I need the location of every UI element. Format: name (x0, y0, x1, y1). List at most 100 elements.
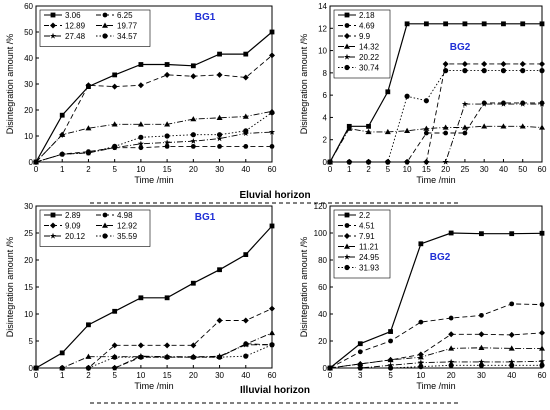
data-point (111, 121, 118, 127)
y-tick-label: 0 (323, 364, 328, 373)
data-point (520, 68, 526, 74)
data-point (385, 89, 391, 95)
data-point (243, 128, 249, 134)
data-point (137, 342, 144, 349)
data-point (216, 317, 223, 324)
x-tick-label: 1 (60, 371, 65, 380)
data-point (539, 329, 545, 336)
data-point (478, 358, 485, 365)
data-point (508, 345, 515, 351)
data-point (216, 114, 223, 120)
data-point (243, 51, 249, 57)
series-line (35, 55, 273, 163)
data-point (242, 341, 249, 348)
legend-entry: 11.21 (338, 243, 379, 252)
x-tick-label: 15 (422, 165, 431, 174)
x-tick-label: 60 (538, 371, 547, 380)
legend-marker (344, 223, 350, 228)
data-point (269, 52, 275, 59)
data-point (164, 133, 170, 139)
data-point (190, 73, 197, 80)
data-point (448, 331, 455, 338)
data-point (481, 68, 487, 74)
legend-entry: 9.9 (338, 32, 371, 41)
data-point (539, 345, 545, 351)
y-tick-label: 14 (318, 2, 327, 11)
x-tick-label: 15 (163, 371, 172, 380)
series-6 (327, 68, 545, 165)
legend-marker (50, 212, 56, 218)
x-tick-label: 10 (136, 371, 145, 380)
data-point (384, 128, 391, 135)
legend-label: 31.93 (359, 264, 380, 273)
legend-label: 9.09 (65, 222, 81, 231)
data-point (216, 354, 223, 360)
x-tick-label: 20 (447, 371, 456, 380)
x-tick-label: 0 (328, 371, 333, 380)
x-tick-label: 30 (215, 371, 224, 380)
y-tick-label: 12 (318, 24, 327, 33)
data-point (164, 144, 170, 149)
legend-label: 2.2 (359, 211, 371, 220)
data-point (461, 60, 468, 67)
legend-label: 4.98 (117, 211, 133, 220)
data-point (417, 354, 424, 360)
series-line (36, 308, 273, 369)
legend-marker (102, 222, 108, 228)
data-point (190, 138, 197, 144)
series-line (35, 131, 273, 163)
y-tick-label: 30 (24, 80, 33, 89)
data-point (538, 100, 546, 107)
data-point (85, 150, 92, 156)
legend-entry: 6.25 (96, 11, 133, 20)
legend-entry: 34.57 (96, 32, 138, 41)
data-point (462, 130, 468, 136)
series-1 (33, 29, 275, 165)
x-tick-label: 15 (163, 165, 172, 174)
legend-label: 30.74 (359, 64, 380, 73)
data-point (86, 322, 91, 328)
data-point (357, 341, 363, 347)
data-point (217, 51, 222, 57)
legend-marker (49, 232, 57, 239)
legend-box (333, 209, 391, 279)
y-tick-label: 0 (323, 158, 328, 167)
y-tick-label: 15 (24, 283, 33, 292)
data-point (190, 144, 196, 149)
data-point (242, 74, 249, 81)
data-point (508, 358, 515, 365)
x-tick-label: 10 (403, 165, 412, 174)
legend-label: 12.89 (65, 22, 86, 31)
series-line (330, 70, 542, 163)
horizon-label-eluvial: Eluvial horizon (239, 190, 310, 201)
x-tick-label: 20 (189, 371, 198, 380)
data-point (33, 365, 39, 371)
data-point (269, 223, 275, 229)
data-point (539, 230, 545, 236)
data-point (138, 134, 144, 140)
x-tick-label: 5 (386, 165, 391, 174)
chart-panel-bg2-illuvial: 0 20 40 60 80 100 120 0 3 5 10 20 30 40 60 Time /min Dis… (299, 202, 547, 391)
x-tick-label: 40 (241, 165, 250, 174)
data-point (423, 21, 429, 27)
data-point (508, 331, 515, 338)
x-tick-label: 30 (477, 371, 486, 380)
legend-entry: 4.51 (338, 222, 375, 231)
legend-marker (344, 33, 350, 39)
legend-marker (344, 243, 350, 249)
y-tick-label: 2 (323, 136, 328, 145)
x-tick-label: 2 (86, 371, 91, 380)
legend-marker (50, 222, 56, 229)
data-point (539, 68, 545, 74)
x-tick-label: 40 (499, 165, 508, 174)
data-point (509, 301, 515, 307)
data-point (112, 72, 118, 78)
data-point (478, 344, 485, 350)
data-point (269, 305, 275, 312)
data-point (481, 100, 488, 107)
data-point (539, 21, 545, 27)
legend-marker (50, 22, 56, 29)
data-point (346, 125, 353, 131)
